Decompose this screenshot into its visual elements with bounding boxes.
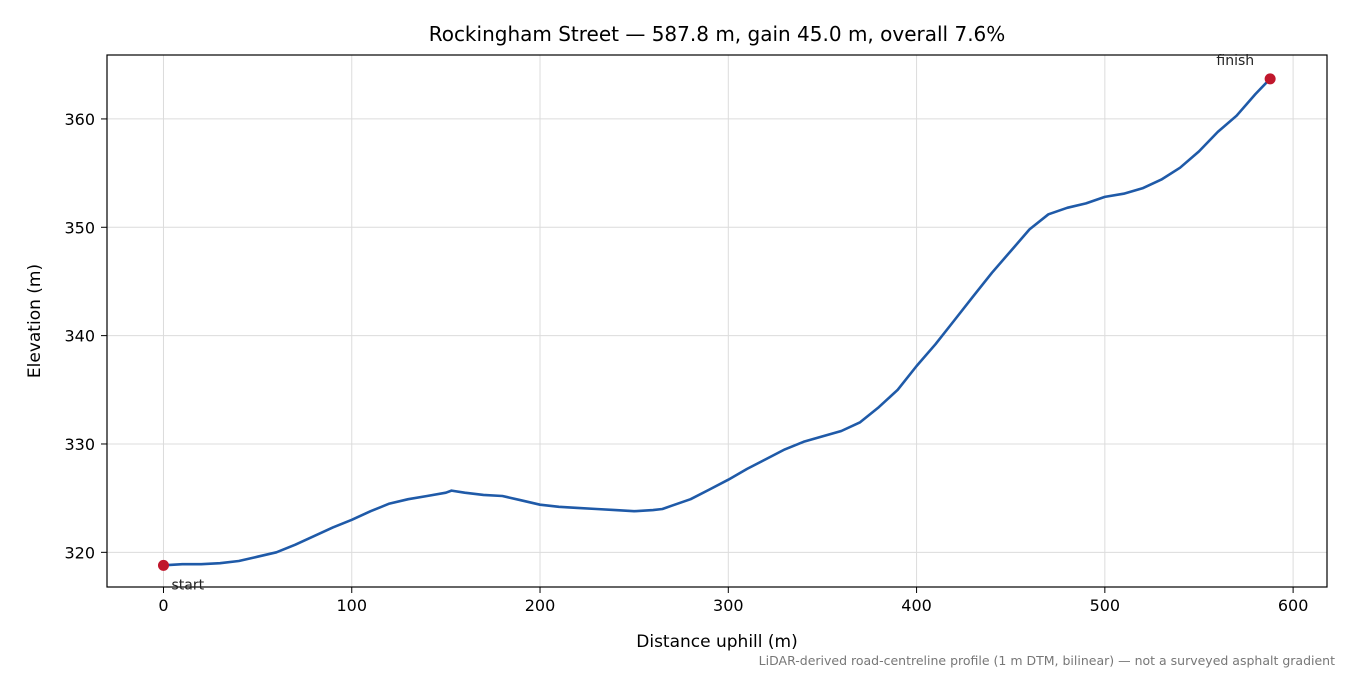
finish-label: finish <box>1216 53 1254 69</box>
x-tick-label: 600 <box>1278 596 1309 615</box>
x-tick-label: 300 <box>713 596 744 615</box>
x-tick-label: 100 <box>336 596 367 615</box>
elevation-line <box>162 77 1272 567</box>
footnote: LiDAR-derived road-centreline profile (1… <box>759 653 1335 668</box>
y-tick-label: 320 <box>64 543 95 562</box>
y-tick-label: 330 <box>64 435 95 454</box>
y-tick-label: 340 <box>64 327 95 346</box>
x-tick-label: 500 <box>1090 596 1121 615</box>
start-marker <box>157 559 169 571</box>
y-tick-label: 350 <box>64 218 95 237</box>
annotations: start finish <box>157 53 1276 593</box>
x-tick-label: 400 <box>901 596 932 615</box>
x-tick-label: 200 <box>525 596 556 615</box>
axis-ticks: 0 100 200 300 400 500 600 320 330 340 350 360 <box>64 110 1308 615</box>
grid-lines <box>107 55 1327 587</box>
plot-frame <box>106 54 1328 588</box>
x-axis-label: Distance uphill (m) <box>636 632 797 652</box>
y-tick-label: 360 <box>64 110 95 129</box>
x-tick-label: 0 <box>158 596 168 615</box>
series-layer <box>162 77 1272 567</box>
y-axis-label: Elevation (m) <box>25 264 45 378</box>
finish-marker <box>1264 73 1276 85</box>
start-label: start <box>171 577 204 593</box>
chart-title: Rockingham Street — 587.8 m, gain 45.0 m… <box>429 22 1006 46</box>
